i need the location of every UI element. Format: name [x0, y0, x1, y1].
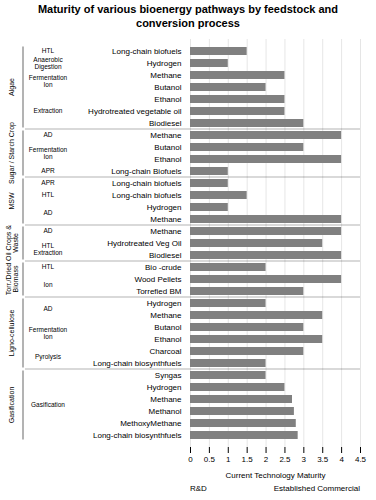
svg-text:Established Commercial: Established Commercial [274, 484, 360, 493]
svg-text:MethoxyMethane: MethoxyMethane [120, 419, 182, 428]
svg-text:HTL: HTL [42, 47, 55, 54]
svg-text:Long-chain Biofuels: Long-chain Biofuels [111, 167, 181, 176]
svg-text:HTL: HTL [42, 263, 55, 270]
svg-text:Butanol: Butanol [154, 83, 181, 92]
svg-text:Ligno-cellulose: Ligno-cellulose [8, 310, 16, 357]
svg-text:Hydrogen: Hydrogen [147, 203, 182, 212]
svg-text:Ethanol: Ethanol [154, 155, 181, 164]
svg-text:2.5: 2.5 [279, 455, 291, 464]
svg-text:1.5: 1.5 [242, 455, 254, 464]
svg-text:Sugar / Starch Crop: Sugar / Starch Crop [8, 122, 16, 184]
html-text:Maturity of various bioenergy: Maturity of various bioenergy pathways b… [37, 3, 339, 29]
svg-text:Gasification: Gasification [8, 387, 15, 424]
svg-text:FermentationIon: FermentationIon [29, 74, 68, 88]
svg-text:Wood Pellets: Wood Pellets [135, 275, 182, 284]
svg-text:Biodiesel: Biodiesel [149, 119, 182, 128]
svg-text:Charcoal: Charcoal [149, 347, 181, 356]
svg-text:Methane: Methane [150, 71, 182, 80]
svg-text:Long-chain biofuels: Long-chain biofuels [112, 47, 181, 56]
svg-text:HTL: HTL [42, 191, 55, 198]
svg-text:APR: APR [41, 179, 55, 186]
svg-text:Gasification: Gasification [31, 401, 65, 408]
svg-text:R&D: R&D [190, 484, 207, 493]
svg-text:AD: AD [43, 209, 52, 216]
svg-text:Pyrolysis: Pyrolysis [35, 353, 62, 361]
svg-text:Long-chain biofuels: Long-chain biofuels [112, 179, 181, 188]
svg-text:3.5: 3.5 [317, 455, 329, 464]
svg-text:Hydrotreated Veg Oil: Hydrotreated Veg Oil [107, 239, 181, 248]
svg-text:Algae: Algae [8, 78, 16, 96]
svg-text:Methane: Methane [150, 131, 182, 140]
svg-text:Ethanol: Ethanol [154, 335, 181, 344]
svg-text:0: 0 [188, 455, 193, 464]
svg-text:Hydrogen: Hydrogen [147, 299, 182, 308]
svg-text:AnaerobicDigestion: AnaerobicDigestion [33, 56, 63, 71]
svg-text:Butanol: Butanol [154, 323, 181, 332]
svg-text:2: 2 [264, 455, 269, 464]
svg-text:AD: AD [43, 227, 52, 234]
svg-text:Current Technology Maturity: Current Technology Maturity [226, 471, 326, 480]
svg-text:MSW: MSW [8, 192, 15, 210]
svg-text:4: 4 [339, 455, 344, 464]
svg-text:Methane: Methane [150, 311, 182, 320]
svg-text:Extraction: Extraction [34, 107, 63, 114]
svg-text:Long-chain biofuels: Long-chain biofuels [112, 191, 181, 200]
svg-text:FermentationIon: FermentationIon [29, 326, 68, 340]
svg-text:Hydrogen: Hydrogen [147, 59, 182, 68]
svg-text:1: 1 [226, 455, 231, 464]
svg-text:Long-chain biosynthfuels: Long-chain biosynthfuels [93, 431, 182, 440]
svg-text:Ethanol: Ethanol [154, 95, 181, 104]
svg-text:FermentationIon: FermentationIon [29, 146, 68, 160]
svg-text:0.5: 0.5 [204, 455, 216, 464]
svg-text:Torrefied BM: Torrefied BM [136, 287, 182, 296]
svg-text:Methane: Methane [150, 215, 182, 224]
svg-text:Hydrotreated vegetable oil: Hydrotreated vegetable oil [88, 107, 182, 116]
svg-text:3: 3 [302, 455, 307, 464]
svg-text:4.5: 4.5 [355, 455, 367, 464]
svg-text:HTLExtraction: HTLExtraction [34, 242, 63, 256]
svg-text:Methane: Methane [150, 395, 182, 404]
svg-text:Ion: Ion [43, 281, 52, 288]
svg-text:AD: AD [43, 131, 52, 138]
svg-text:Long-chain biosynthfuels: Long-chain biosynthfuels [93, 359, 182, 368]
svg-text:Hydrogen: Hydrogen [147, 383, 182, 392]
svg-text:Methanol: Methanol [149, 407, 182, 416]
svg-text:Torr./DriedBiomass: Torr./DriedBiomass [5, 263, 19, 295]
svg-text:Syngas: Syngas [155, 371, 182, 380]
svg-text:Methane: Methane [150, 227, 182, 236]
svg-text:Bio -crude: Bio -crude [145, 263, 182, 272]
svg-text:Butanol: Butanol [154, 143, 181, 152]
svg-text:APR: APR [41, 167, 55, 174]
svg-text:Biodiesel: Biodiesel [149, 251, 182, 260]
svg-text:Oil Crops &Waste: Oil Crops &Waste [5, 225, 19, 261]
svg-text:AD: AD [43, 305, 52, 312]
